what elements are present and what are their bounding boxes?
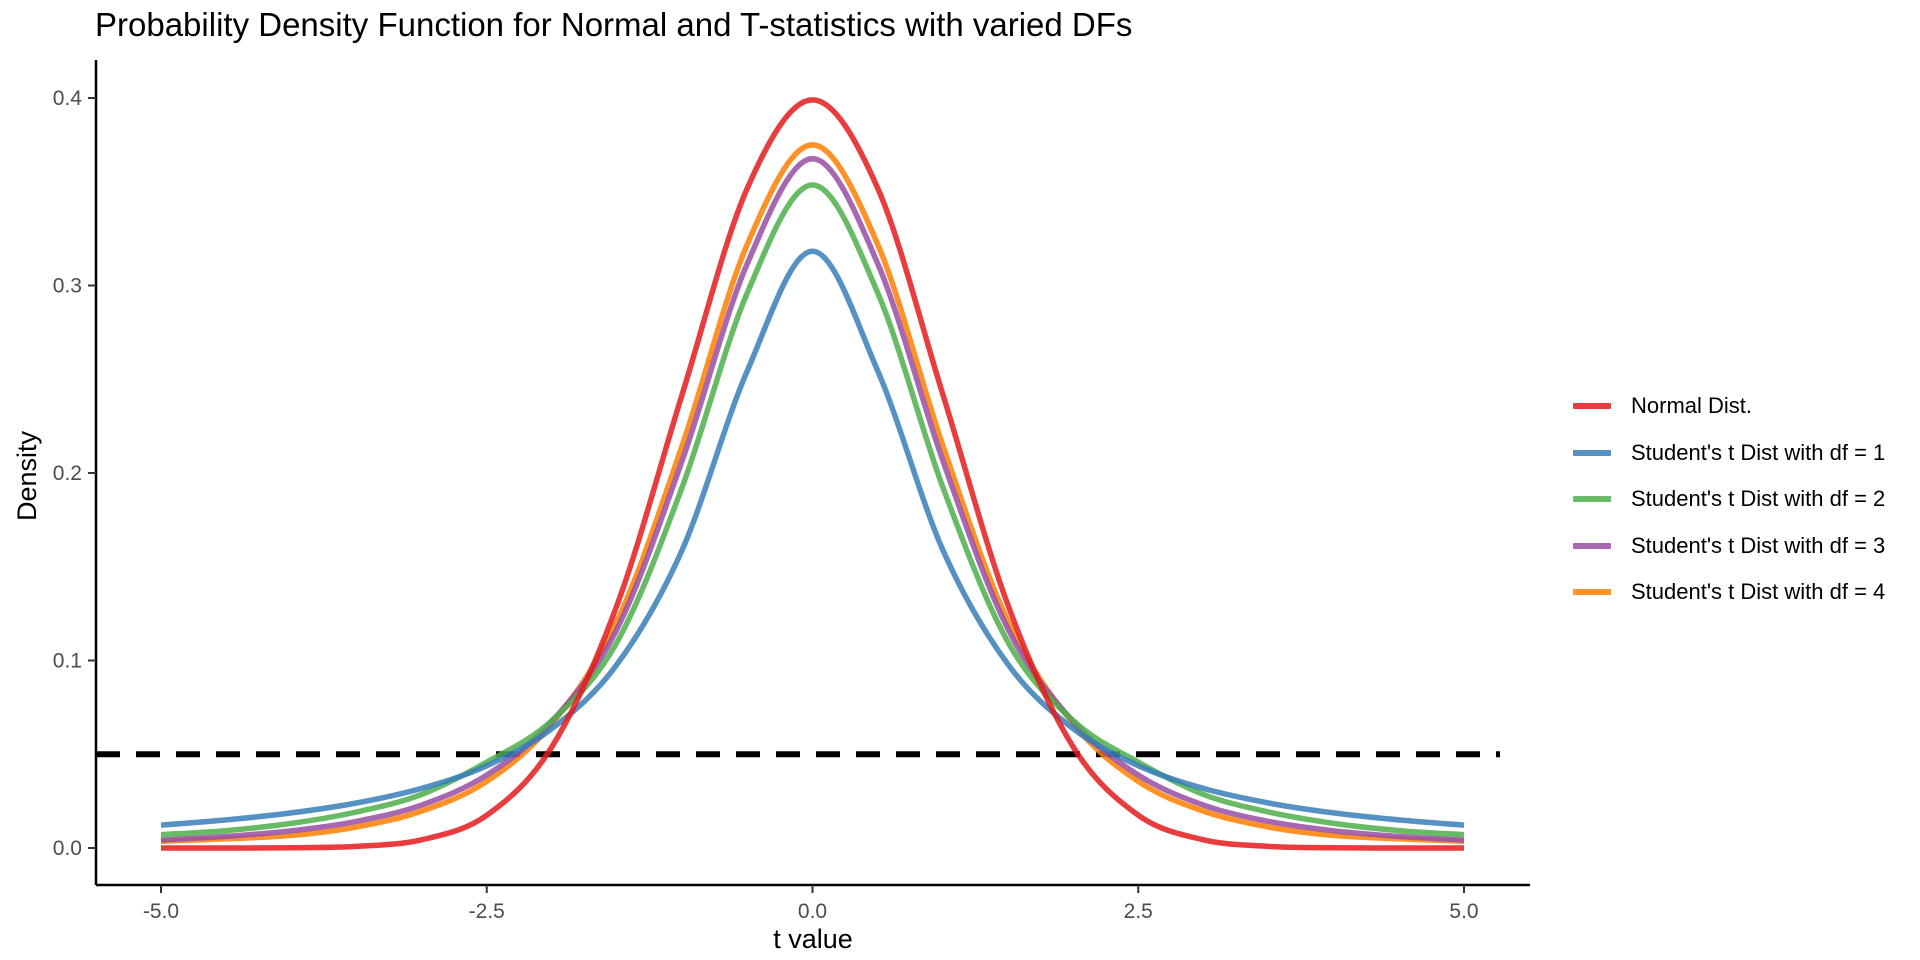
legend: Normal Dist. Student's t Dist with df = … — [1573, 383, 1885, 616]
legend-label: Student's t Dist with df = 4 — [1631, 579, 1886, 605]
x-tick-label: 2.5 — [1124, 900, 1153, 923]
x-tick-label: 0.0 — [798, 900, 827, 923]
legend-item-df1[interactable]: Student's t Dist with df = 1 — [1573, 430, 1885, 477]
y-tick-label: 0.3 — [53, 275, 82, 298]
series-line-df3 — [160, 156, 1465, 843]
series-line-df2 — [160, 182, 1465, 838]
legend-item-normal[interactable]: Normal Dist. — [1573, 383, 1885, 430]
y-tick-label: 0.1 — [53, 650, 82, 673]
legend-item-df4[interactable]: Student's t Dist with df = 4 — [1573, 569, 1885, 616]
legend-swatch-normal — [1573, 403, 1611, 410]
legend-swatch-df4 — [1573, 589, 1611, 596]
legend-item-df3[interactable]: Student's t Dist with df = 3 — [1573, 523, 1885, 570]
series-line-df1 — [160, 248, 1465, 828]
legend-label: Normal Dist. — [1631, 393, 1753, 419]
series-line-df4 — [160, 142, 1465, 845]
axes — [88, 60, 1530, 893]
legend-label: Student's t Dist with df = 1 — [1631, 439, 1886, 465]
legend-item-df2[interactable]: Student's t Dist with df = 2 — [1573, 476, 1885, 523]
tick-labels: -5.0 -2.5 0.0 2.5 5.0 0.0 0.1 0.2 0.3 0.4 — [53, 87, 1479, 923]
chart-title: Probability Density Function for Normal … — [95, 6, 1133, 43]
x-tick-label: 5.0 — [1449, 900, 1478, 923]
series-line-normal — [161, 97, 1464, 851]
x-tick-label: -2.5 — [469, 900, 505, 923]
legend-swatch-df1 — [1573, 449, 1611, 456]
x-tick-label: -5.0 — [143, 900, 179, 923]
y-tick-label: 0.2 — [53, 462, 82, 485]
legend-label: Student's t Dist with df = 3 — [1631, 532, 1886, 558]
series-layer — [160, 97, 1465, 851]
y-tick-label: 0.4 — [53, 87, 83, 110]
legend-swatch-df2 — [1573, 496, 1611, 503]
legend-label: Student's t Dist with df = 2 — [1631, 486, 1886, 512]
y-axis-label: Density — [12, 430, 42, 521]
y-tick-label: 0.0 — [53, 837, 82, 860]
legend-swatch-df3 — [1573, 542, 1611, 549]
x-axis-label: t value — [773, 924, 853, 954]
